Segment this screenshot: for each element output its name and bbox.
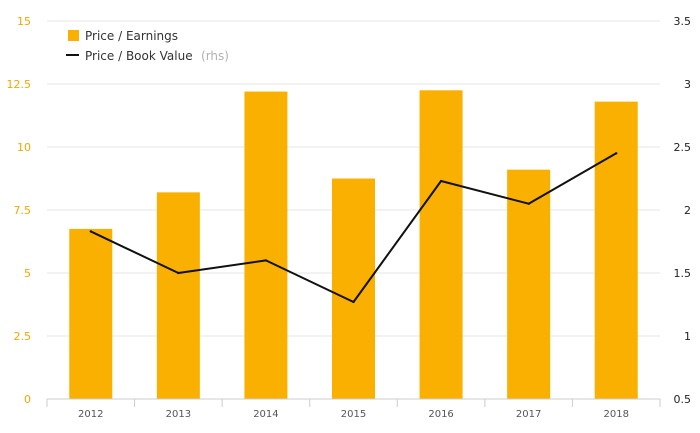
line-point-2014 [264, 259, 268, 262]
line-point-2016 [439, 179, 443, 183]
line-point-2015 [352, 300, 355, 304]
legend-label-price-book-name: Price / Book Value [85, 49, 193, 63]
line-point-2017 [527, 202, 530, 205]
x-axis-tick-label: 2017 [516, 409, 541, 420]
bar-2012 [69, 228, 113, 399]
legend-label-price-book: Price / Book Value (rhs) [85, 47, 229, 64]
bar-2017 [507, 169, 551, 399]
bar-2015 [332, 178, 375, 399]
x-axis-tick-label: 2012 [78, 409, 103, 420]
bar-2013 [156, 192, 200, 399]
right-axis-tick-label: 0.5 [674, 393, 692, 406]
legend-swatch-price-earnings [68, 30, 79, 41]
right-axis-tick-label: 1 [684, 330, 691, 343]
right-axis-tick-label: 3 [684, 78, 691, 91]
line-point-2013 [177, 271, 180, 275]
left-axis-tick-label: 2.5 [14, 330, 32, 343]
line-series-price-book [89, 152, 618, 304]
line-point-2012 [89, 230, 92, 233]
right-axis-tick-label: 2 [684, 204, 691, 217]
bar-2016 [419, 90, 463, 400]
left-axis-tick-label: 12.5 [7, 78, 32, 91]
left-axis-tick-label: 15 [17, 15, 31, 28]
left-axis-tick-label: 5 [24, 267, 31, 280]
x-axis-tick-label: 2018 [603, 409, 628, 420]
left-axis-tick-label: 10 [17, 141, 31, 154]
left-axis-tick-label: 7.5 [14, 204, 32, 217]
right-axis-tick-label: 1.5 [674, 267, 692, 280]
legend-label-price-earnings: Price / Earnings [85, 29, 178, 43]
right-axis-tick-label: 3.5 [674, 15, 692, 28]
bar-series-price-earnings [69, 90, 638, 400]
legend: Price / Earnings Price / Book Value (rhs… [66, 29, 229, 64]
x-axis-tick-label: 2015 [341, 409, 366, 420]
x-axis-tick-label: 2016 [428, 409, 453, 420]
axes: 0 2.5 5 7.5 10 12.5 15 0.5 1 1.5 2 2.5 3 3.5 2012 2013 2… [7, 15, 692, 420]
right-axis-tick-label: 2.5 [674, 141, 692, 154]
left-axis-tick-label: 0 [24, 393, 31, 406]
bar-2018 [594, 101, 638, 399]
line-point-2018 [615, 152, 618, 155]
legend-label-price-book-note: (rhs) [201, 49, 229, 63]
x-axis-tick-label: 2014 [253, 409, 278, 420]
bar-2014 [244, 91, 288, 399]
x-axis-tick-label: 2013 [166, 409, 191, 420]
